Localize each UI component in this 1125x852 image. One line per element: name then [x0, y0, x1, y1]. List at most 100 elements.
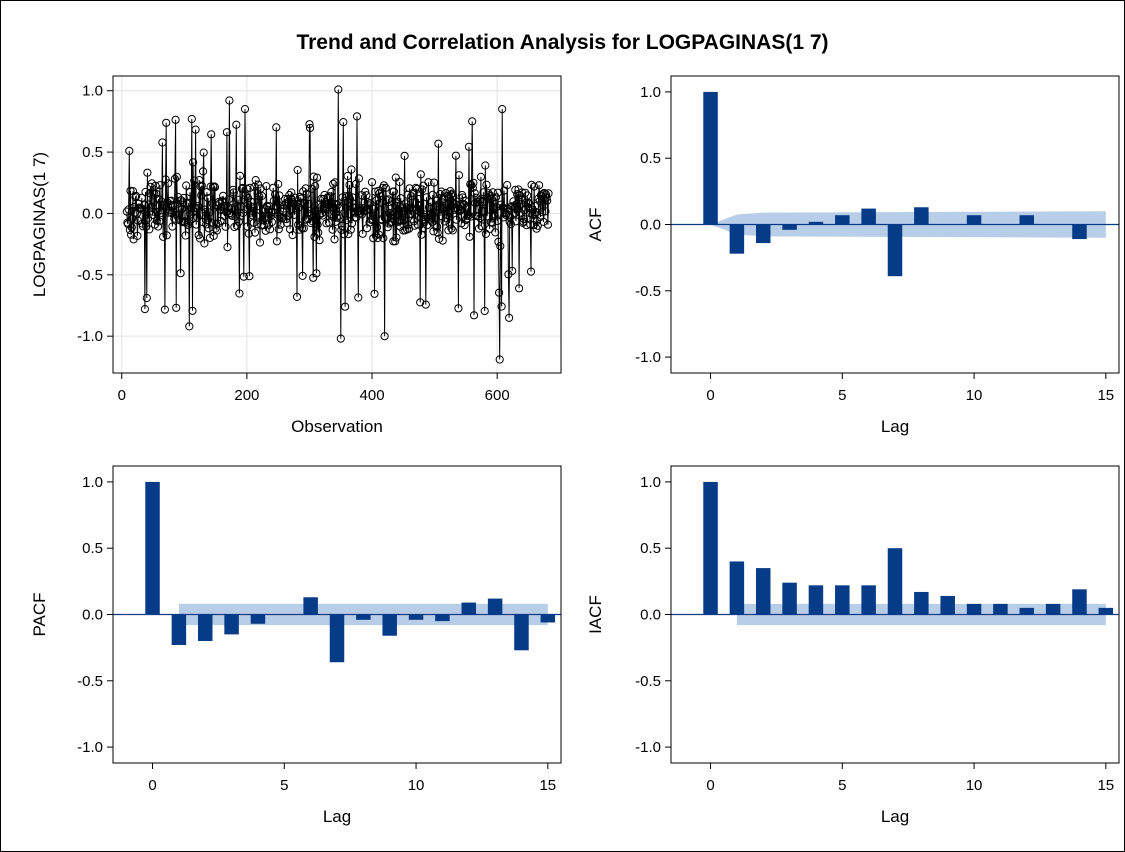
series-ytick-label-2: 0.0 — [82, 205, 103, 222]
series-point-129 — [203, 215, 212, 225]
series-point-592 — [493, 217, 502, 226]
series-ytick-label-4: 1.0 — [82, 83, 103, 100]
series-point-303 — [312, 269, 321, 278]
series-point-589 — [491, 228, 500, 237]
series-point-98 — [184, 220, 193, 230]
series-point-0 — [122, 207, 131, 216]
series-point-53 — [155, 181, 164, 190]
series-point-104 — [187, 114, 196, 124]
series-point-176 — [232, 221, 241, 230]
series-point-166 — [226, 210, 235, 219]
acf-ylabel: ACF — [586, 208, 605, 242]
series-point-332 — [330, 235, 339, 244]
series-point-547 — [464, 142, 474, 151]
series-point-291 — [304, 199, 313, 208]
series-point-41 — [148, 210, 157, 219]
series-point-586 — [489, 210, 498, 219]
series-point-308 — [315, 236, 324, 245]
series-point-590 — [491, 193, 500, 202]
series-point-506 — [439, 204, 448, 213]
series-point-106 — [189, 158, 198, 167]
series-point-588 — [490, 211, 499, 220]
series-point-599 — [497, 302, 506, 311]
series-point-666 — [539, 217, 548, 226]
series-point-522 — [449, 192, 458, 201]
acf-ytick-label-2: 0.0 — [640, 217, 661, 234]
series-frame — [112, 75, 562, 374]
series-point-330 — [329, 179, 338, 188]
series-point-80 — [172, 172, 181, 181]
series-point-541 — [461, 196, 470, 205]
series-point-39 — [147, 202, 156, 211]
series-point-132 — [205, 208, 214, 217]
series-point-269 — [291, 193, 300, 202]
series-point-499 — [434, 234, 444, 243]
series-xtick-label-2: 400 — [360, 387, 385, 404]
series-point-353 — [343, 171, 352, 181]
series-point-418 — [384, 195, 393, 204]
iacf-bar-lag-9 — [940, 595, 955, 615]
series-point-502 — [436, 211, 445, 220]
series-point-543 — [462, 214, 471, 223]
series-point-595 — [495, 288, 504, 297]
acf-xtick-label-0: 0 — [706, 387, 714, 404]
series-point-411 — [379, 181, 388, 190]
pacf-bar-lag-2 — [197, 614, 213, 642]
series-point-431 — [392, 233, 401, 242]
series-point-493 — [431, 221, 440, 230]
series-point-235 — [269, 196, 278, 205]
series-point-146 — [214, 219, 223, 228]
series-point-623 — [512, 200, 521, 209]
pacf-bar-lag-12 — [461, 602, 477, 615]
series-point-46 — [151, 181, 160, 190]
series-point-301 — [311, 182, 320, 191]
iacf-ytick-label-2: 0.0 — [640, 607, 661, 624]
series-point-86 — [176, 269, 185, 278]
series-point-329 — [328, 225, 337, 234]
series-point-486 — [426, 198, 435, 207]
series-point-216 — [257, 191, 266, 201]
iacf-ylabel: IACF — [586, 595, 605, 634]
series-point-491 — [429, 178, 439, 187]
series-point-462 — [411, 183, 420, 192]
iacf-bar-lag-6 — [861, 585, 876, 615]
series-point-182 — [236, 211, 245, 220]
acf-bar-lag-7 — [887, 224, 903, 277]
series-point-348 — [340, 196, 349, 205]
series-point-229 — [266, 225, 275, 234]
series-point-288 — [302, 189, 312, 198]
series-point-286 — [301, 184, 310, 193]
series-point-544 — [463, 204, 472, 213]
series-point-498 — [434, 139, 443, 148]
series-point-17 — [133, 231, 142, 240]
series-point-200 — [247, 206, 256, 215]
series-point-659 — [535, 181, 544, 190]
iacf-bar-lag-15 — [1098, 607, 1114, 615]
pacf-bar-lag-1 — [171, 614, 187, 645]
series-point-410 — [379, 234, 388, 243]
pacf-ylabel: PACF — [30, 592, 49, 636]
series-point-611 — [505, 313, 514, 322]
iacf-bar-lag-14 — [1072, 589, 1087, 615]
series-point-429 — [391, 237, 400, 246]
series-point-199 — [247, 197, 256, 206]
series-point-195 — [244, 229, 253, 238]
series-point-432 — [393, 201, 402, 211]
series-point-346 — [339, 118, 348, 127]
pacf-xtick-label-0: 0 — [148, 777, 156, 794]
series-point-4 — [125, 146, 134, 155]
series-point-224 — [262, 201, 271, 211]
series-point-278 — [296, 198, 305, 207]
series-point-519 — [447, 224, 456, 233]
acf-bar-lag-5 — [835, 215, 850, 225]
series-point-120 — [197, 181, 206, 190]
series-point-123 — [199, 148, 208, 157]
series-point-524 — [450, 205, 459, 214]
series-point-653 — [531, 202, 540, 211]
iacf-xlabel: Lag — [881, 807, 909, 826]
iacf-xtick-label-0: 0 — [706, 777, 714, 794]
series-point-478 — [421, 300, 430, 309]
series-ytick-label-1: -0.5 — [77, 267, 103, 284]
iacf-panel: 0 5 10 15 -1.0 -0.5 0.0 0.5 1.0 Lag IACF — [586, 465, 1120, 826]
series-point-189 — [240, 105, 250, 114]
